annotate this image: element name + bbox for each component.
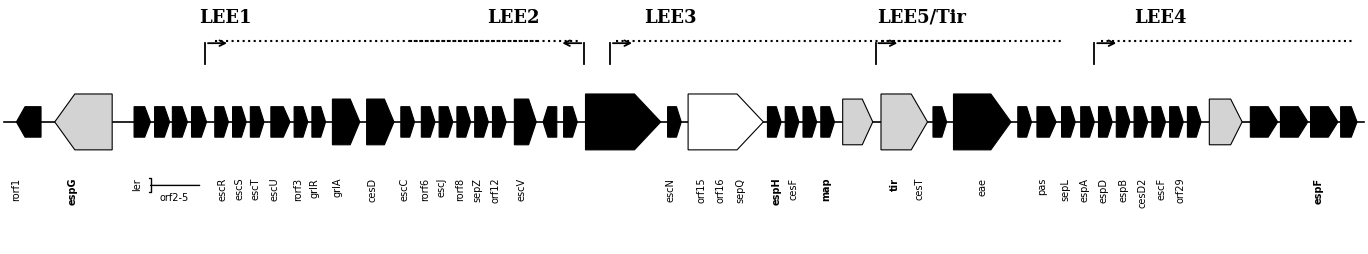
- Polygon shape: [16, 107, 41, 137]
- Text: cesD2: cesD2: [1137, 178, 1148, 208]
- Polygon shape: [803, 107, 817, 137]
- Polygon shape: [233, 107, 246, 137]
- Text: LEE2: LEE2: [487, 9, 539, 27]
- Text: rorf8: rorf8: [454, 178, 465, 201]
- Polygon shape: [367, 99, 394, 145]
- Text: espD: espD: [1099, 178, 1109, 203]
- Text: ler: ler: [131, 178, 142, 190]
- Text: LEE3: LEE3: [644, 9, 696, 27]
- Polygon shape: [421, 107, 435, 137]
- Text: espB: espB: [1118, 178, 1129, 202]
- Text: tir: tir: [889, 178, 900, 191]
- Polygon shape: [1081, 107, 1094, 137]
- Polygon shape: [250, 107, 264, 137]
- Polygon shape: [668, 107, 681, 137]
- Polygon shape: [586, 94, 661, 150]
- Polygon shape: [312, 107, 326, 137]
- Text: escF: escF: [1156, 178, 1167, 200]
- Polygon shape: [155, 107, 170, 137]
- Text: escC: escC: [399, 178, 410, 201]
- Polygon shape: [1170, 107, 1183, 137]
- Text: orf29: orf29: [1175, 178, 1186, 203]
- Polygon shape: [1134, 107, 1148, 137]
- Polygon shape: [1280, 107, 1308, 137]
- Polygon shape: [1250, 107, 1278, 137]
- Polygon shape: [457, 107, 471, 137]
- Polygon shape: [543, 107, 557, 137]
- Text: orf16: orf16: [715, 178, 726, 203]
- Text: espG: espG: [67, 178, 78, 205]
- Polygon shape: [1018, 107, 1031, 137]
- Polygon shape: [881, 94, 928, 150]
- Polygon shape: [1037, 107, 1056, 137]
- Polygon shape: [1116, 107, 1130, 137]
- Text: rorf6: rorf6: [420, 178, 431, 201]
- Polygon shape: [172, 107, 187, 137]
- Text: espH: espH: [772, 178, 782, 205]
- Text: cesD: cesD: [367, 178, 378, 202]
- Text: map: map: [821, 178, 832, 201]
- Polygon shape: [1187, 107, 1201, 137]
- Text: sepQ: sepQ: [735, 178, 746, 203]
- Polygon shape: [192, 107, 207, 137]
- Polygon shape: [688, 94, 763, 150]
- Text: escT: escT: [250, 178, 261, 200]
- Text: cesF: cesF: [788, 178, 799, 200]
- Polygon shape: [785, 107, 799, 137]
- Text: rorf3: rorf3: [293, 178, 304, 201]
- Polygon shape: [953, 94, 1011, 150]
- Text: cesT: cesT: [914, 178, 925, 200]
- Text: sepZ: sepZ: [472, 178, 483, 202]
- Text: escS: escS: [234, 178, 245, 200]
- Polygon shape: [271, 107, 290, 137]
- Polygon shape: [1341, 107, 1357, 137]
- Text: orf2-5: orf2-5: [159, 193, 189, 203]
- Polygon shape: [1311, 107, 1338, 137]
- Polygon shape: [564, 107, 577, 137]
- Polygon shape: [134, 107, 150, 137]
- Text: rorf1: rorf1: [11, 178, 22, 201]
- Text: LEE5/Tir: LEE5/Tir: [877, 9, 967, 27]
- Polygon shape: [401, 107, 415, 137]
- Polygon shape: [843, 99, 873, 145]
- Text: orf15: orf15: [696, 178, 707, 203]
- Text: espF: espF: [1313, 178, 1324, 204]
- Text: orf12: orf12: [490, 178, 501, 203]
- Text: escJ: escJ: [436, 178, 447, 197]
- Polygon shape: [55, 94, 112, 150]
- Polygon shape: [514, 99, 536, 145]
- Text: eae: eae: [977, 178, 988, 196]
- Text: LEE4: LEE4: [1134, 9, 1186, 27]
- Text: escN: escN: [665, 178, 676, 202]
- Text: grlR: grlR: [309, 178, 320, 198]
- Polygon shape: [294, 107, 308, 137]
- Text: escV: escV: [516, 178, 527, 201]
- Polygon shape: [492, 107, 506, 137]
- Text: pas: pas: [1037, 178, 1048, 195]
- Polygon shape: [1152, 107, 1166, 137]
- Text: escR: escR: [218, 178, 228, 201]
- Polygon shape: [332, 99, 360, 145]
- Polygon shape: [1209, 99, 1242, 145]
- Polygon shape: [1099, 107, 1112, 137]
- Polygon shape: [475, 107, 488, 137]
- Polygon shape: [215, 107, 228, 137]
- Polygon shape: [1062, 107, 1075, 137]
- Polygon shape: [439, 107, 453, 137]
- Polygon shape: [933, 107, 947, 137]
- Text: LEE1: LEE1: [200, 9, 252, 27]
- Text: grlA: grlA: [332, 178, 343, 197]
- Text: escU: escU: [269, 178, 280, 201]
- Polygon shape: [767, 107, 781, 137]
- Text: sepL: sepL: [1060, 178, 1071, 201]
- Polygon shape: [821, 107, 834, 137]
- Text: espA: espA: [1079, 178, 1090, 202]
